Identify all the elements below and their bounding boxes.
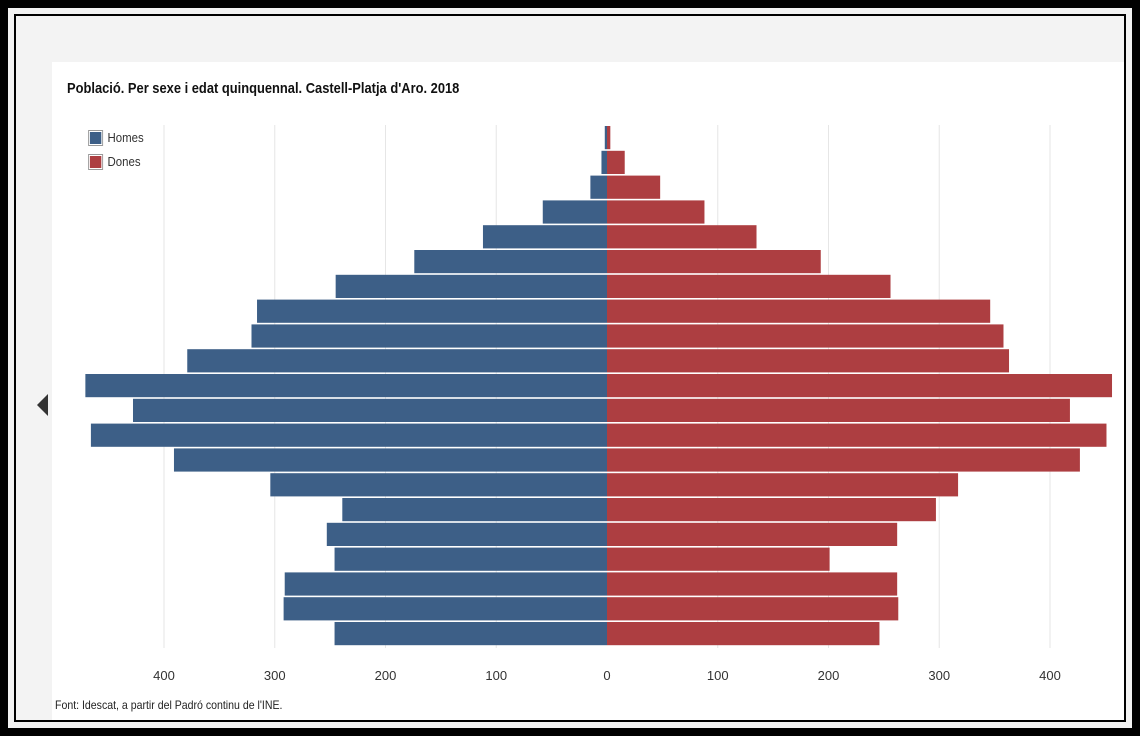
bar-homes-7 [257,299,607,323]
bar-dones-7 [607,299,991,323]
bar-homes-13 [173,448,607,472]
chart-title: Població. Per sexe i edat quinquennal. C… [67,80,460,97]
bar-homes-5 [414,250,607,274]
x-tick-label-5: 100 [707,668,729,683]
bar-homes-1 [601,150,607,174]
x-tick-label-2: 200 [375,668,397,683]
bar-homes-2 [590,175,607,199]
legend-label-homes: Homes [107,130,144,145]
bar-homes-4 [482,225,607,249]
bar-dones-11 [607,398,1070,422]
legend-item-homes[interactable]: Homes [88,129,144,146]
bar-homes-14 [270,473,607,497]
x-tick-label-6: 200 [818,668,840,683]
bar-dones-15 [607,498,936,522]
bar-dones-2 [607,175,661,199]
x-tick-label-7: 300 [928,668,950,683]
bar-dones-1 [607,150,625,174]
bar-dones-9 [607,349,1010,373]
bar-dones-13 [607,448,1080,472]
x-tick-label-8: 400 [1039,668,1061,683]
x-tick-label-1: 300 [264,668,286,683]
bar-homes-20 [334,622,607,646]
bar-dones-14 [607,473,959,497]
bar-dones-3 [607,200,705,224]
bar-dones-8 [607,324,1004,348]
x-tick-label-4: 0 [603,668,610,683]
legend-swatch-homes [88,129,104,146]
bar-dones-16 [607,522,898,546]
source-note: Font: Idescat, a partir del Padró contin… [55,698,283,712]
bar-homes-12 [90,423,607,447]
bar-homes-18 [284,572,607,596]
bar-homes-3 [542,200,607,224]
bar-dones-19 [607,597,899,621]
legend-swatch-dones [88,153,104,170]
bar-dones-17 [607,547,830,571]
bar-homes-15 [342,498,607,522]
bar-homes-10 [85,374,608,398]
bar-dones-20 [607,622,880,646]
x-tick-label-0: 400 [153,668,175,683]
bar-dones-0 [607,126,611,150]
legend-label-dones: Dones [107,154,141,169]
bar-homes-8 [251,324,607,348]
previous-arrow-icon[interactable] [37,394,48,416]
bar-homes-0 [604,126,607,150]
bar-dones-18 [607,572,898,596]
x-tick-label-3: 100 [485,668,507,683]
bar-homes-6 [335,274,607,298]
bar-dones-6 [607,274,891,298]
bar-dones-4 [607,225,757,249]
bar-homes-19 [283,597,607,621]
legend-item-dones[interactable]: Dones [88,153,141,170]
bar-dones-10 [607,374,1113,398]
bar-dones-5 [607,250,821,274]
bar-homes-16 [326,522,607,546]
bar-homes-9 [187,349,607,373]
bar-homes-11 [132,398,608,422]
bar-homes-17 [334,547,607,571]
bar-dones-12 [607,423,1107,447]
